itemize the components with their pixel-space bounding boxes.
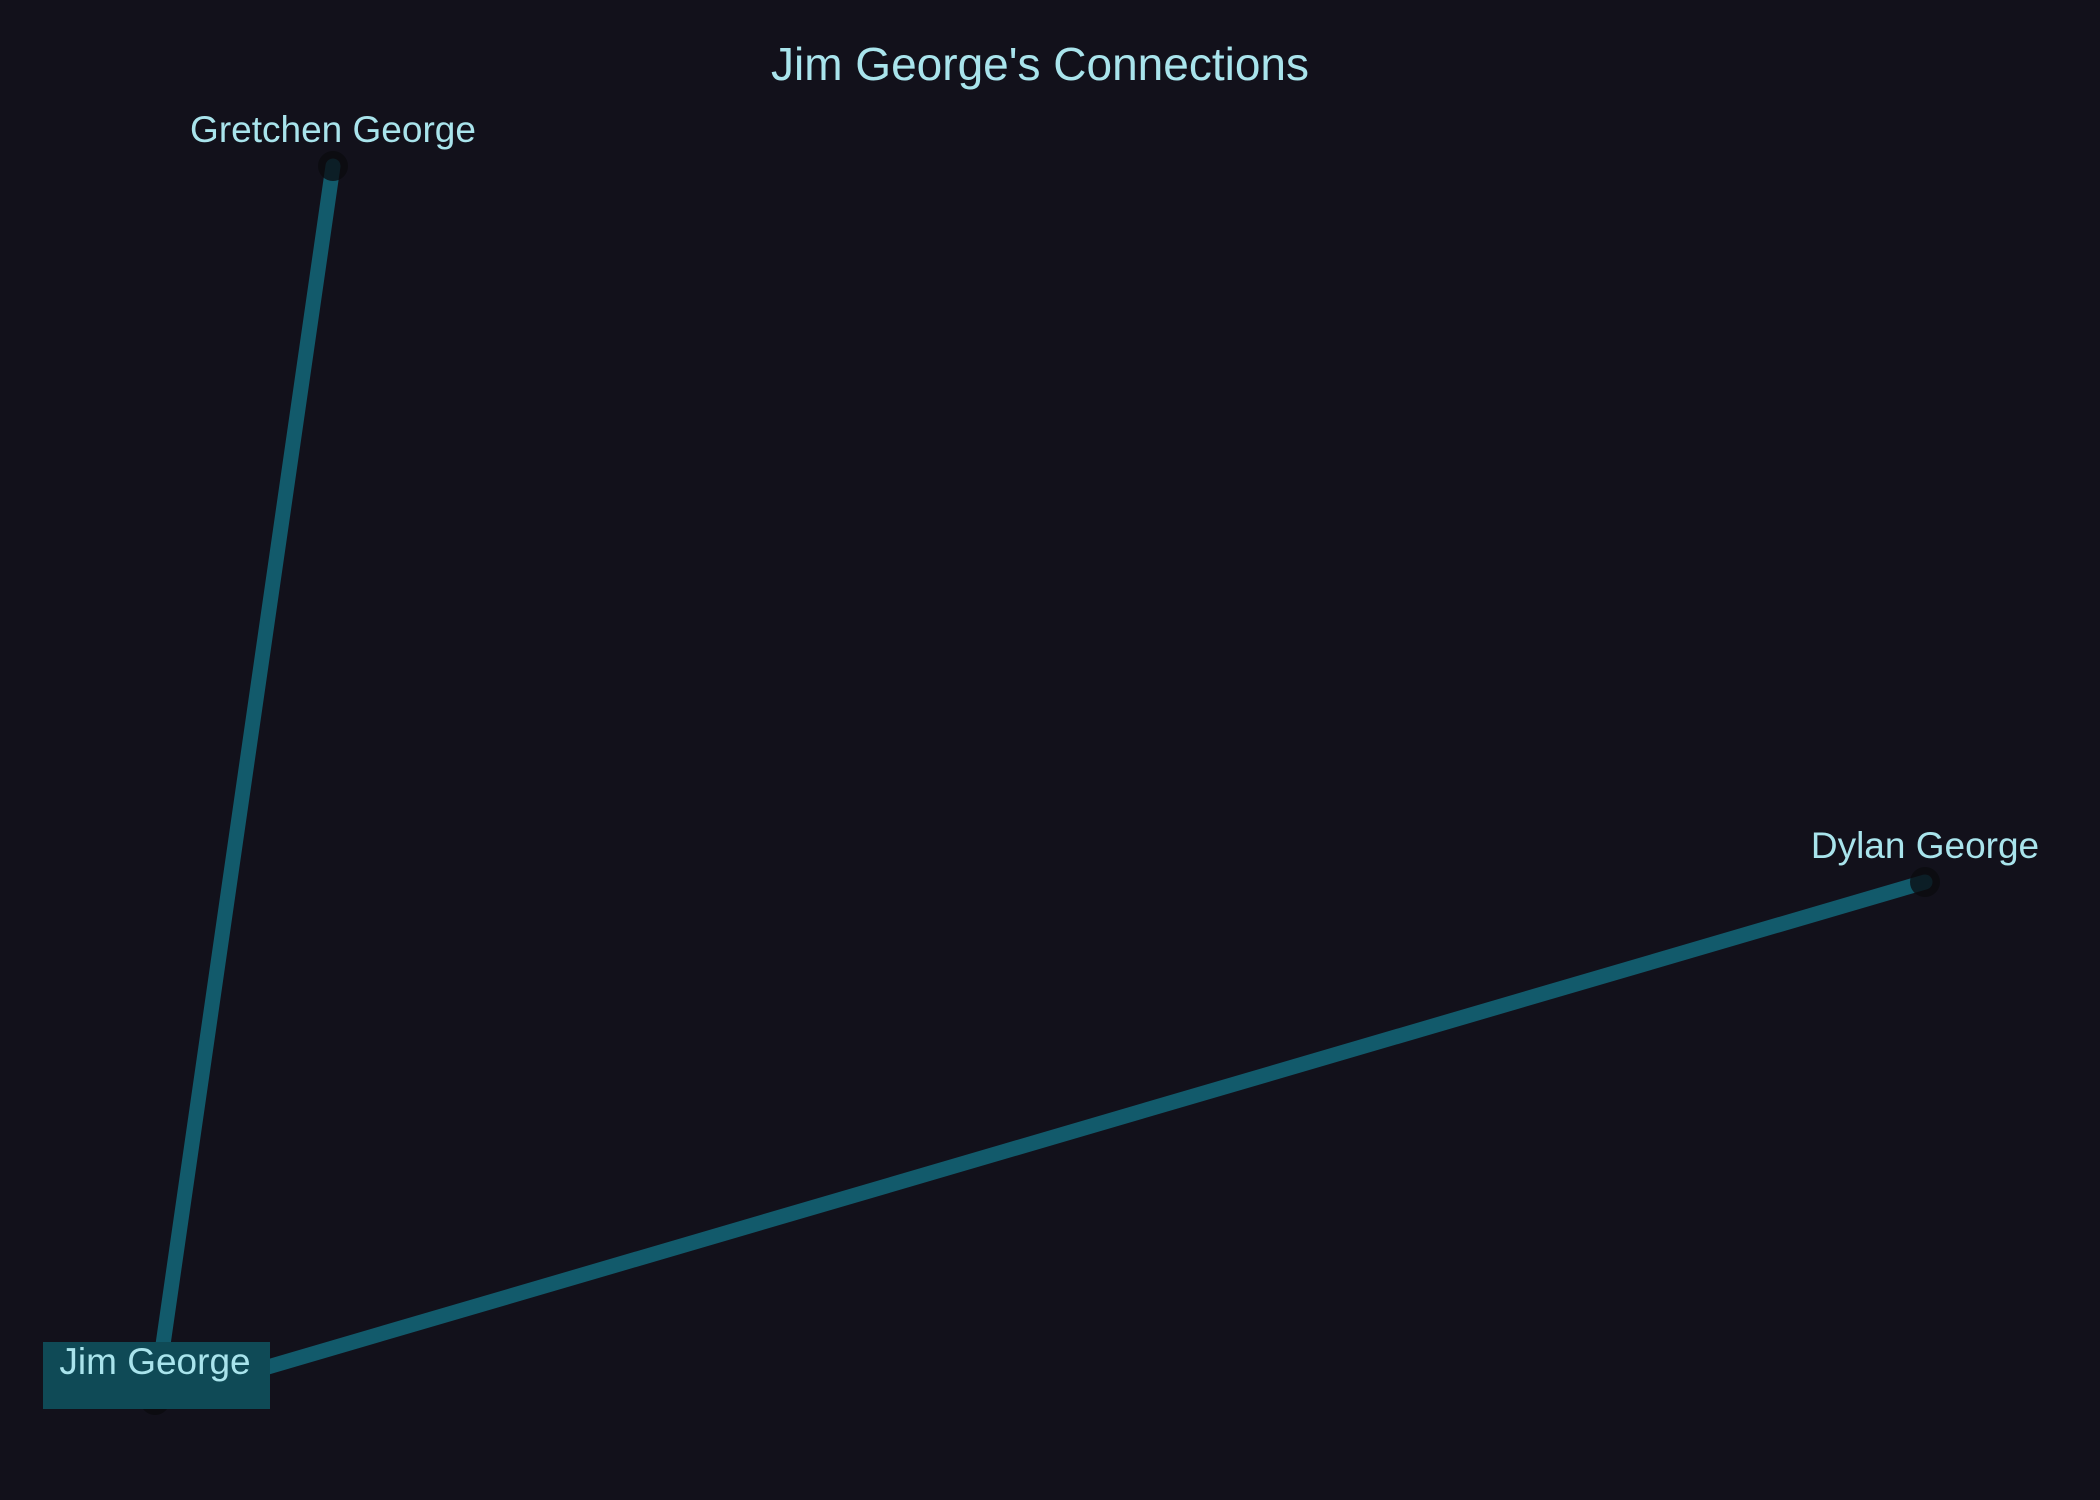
edge-jim-dylan xyxy=(147,874,1933,1408)
edges-layer xyxy=(147,158,1933,1408)
node-label-jim: Jim George xyxy=(59,1341,250,1382)
node-dylan[interactable] xyxy=(1910,867,1940,897)
highlight-box-jim xyxy=(43,1342,270,1409)
labels-layer: Jim George Gretchen George Dylan George xyxy=(43,109,2039,1409)
nodes-layer xyxy=(140,151,1940,1415)
node-label-dylan: Dylan George xyxy=(1811,825,2039,866)
graph-title: Jim George's Connections xyxy=(770,38,1310,90)
node-label-gretchen: Gretchen George xyxy=(190,109,476,150)
edge-jim-gretchen xyxy=(147,158,341,1408)
node-gretchen[interactable] xyxy=(318,151,348,181)
